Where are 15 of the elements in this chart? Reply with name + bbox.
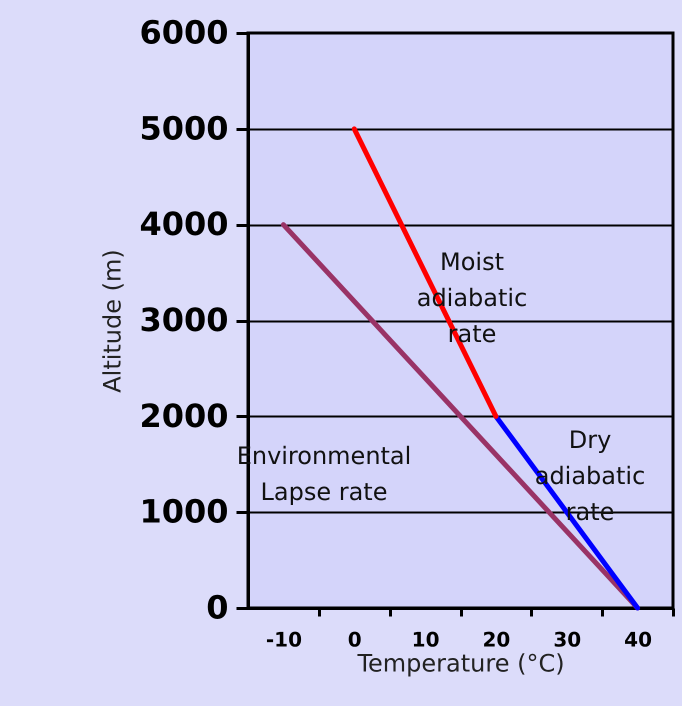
y-tick-label: 5000 (139, 109, 228, 148)
y-tick-label: 3000 (139, 301, 228, 339)
x-tick-label: 20 (482, 628, 510, 652)
y-tick-label: 1000 (139, 492, 228, 531)
x-tick-label: 30 (553, 628, 582, 652)
y-tick-label: 4000 (139, 205, 228, 244)
x-tick-label: 0 (348, 628, 362, 652)
y-axis-title: Altitude (m) (98, 249, 126, 393)
x-tick-label: 10 (412, 628, 440, 652)
x-tick-label: -10 (266, 628, 302, 652)
x-tick-label: 40 (624, 628, 652, 652)
y-tick-label: 0 (206, 588, 228, 626)
y-tick-label: 2000 (139, 396, 228, 435)
x-axis-title: Temperature (°C) (356, 650, 565, 678)
y-tick-label: 6000 (139, 14, 228, 52)
